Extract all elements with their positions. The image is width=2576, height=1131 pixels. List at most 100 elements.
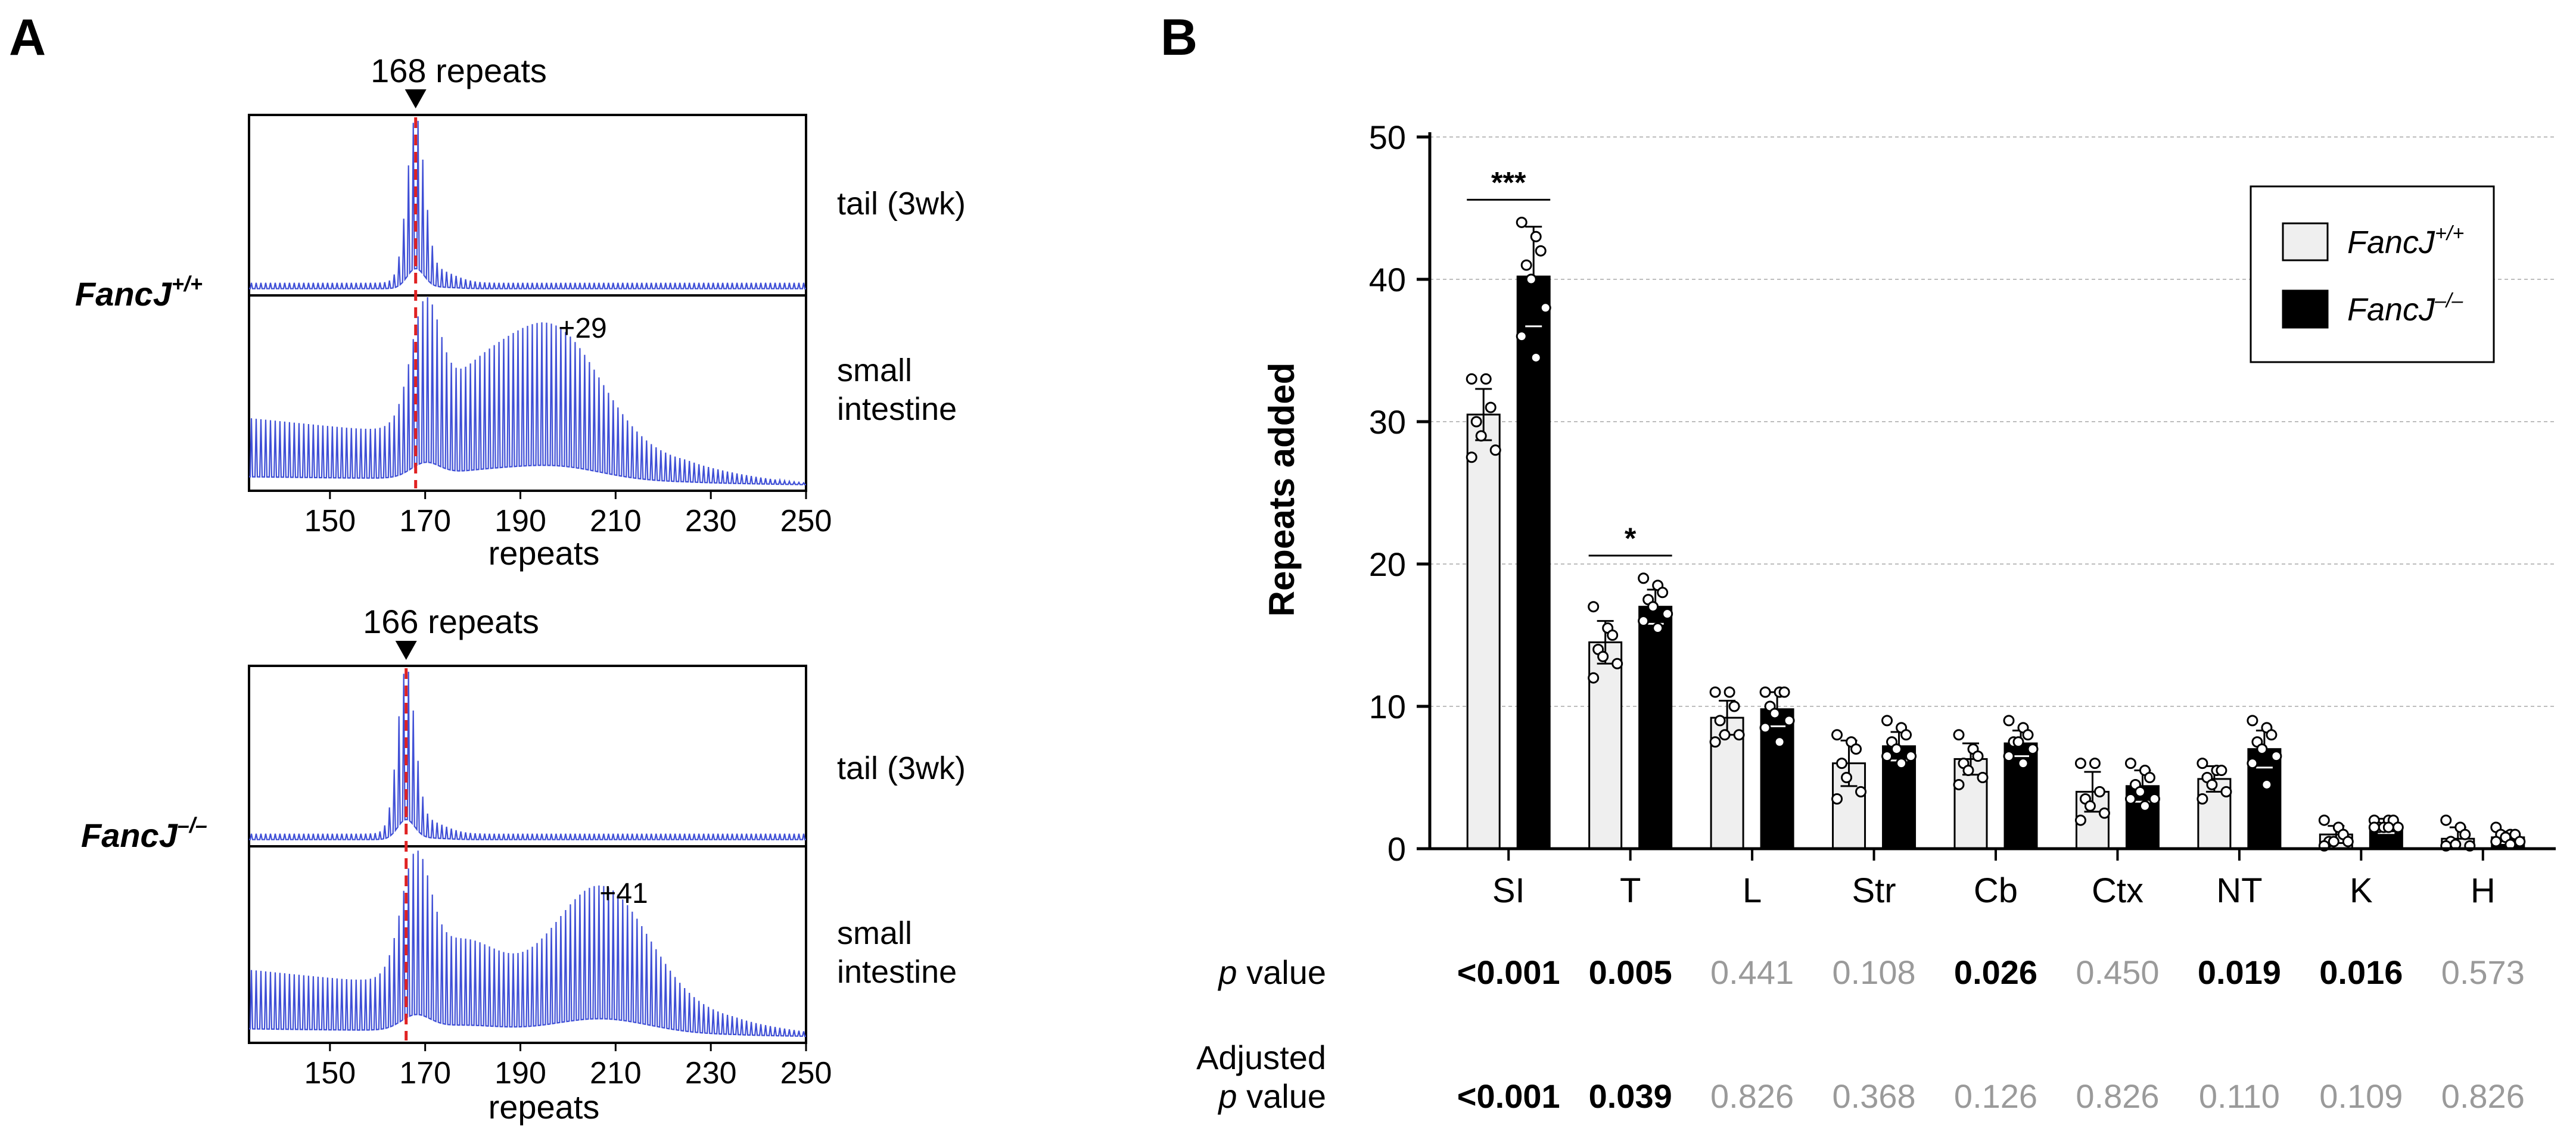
data-point — [2382, 821, 2394, 833]
expansion-label-wt: +29 — [558, 313, 606, 344]
trace-path — [248, 297, 806, 485]
data-point — [2089, 758, 2101, 769]
x-tick-label: H — [2471, 871, 2496, 910]
data-point — [2216, 765, 2227, 777]
panel-a-label: A — [9, 9, 46, 66]
legend-swatch-wt — [2282, 222, 2329, 261]
data-point — [2124, 793, 2136, 805]
tissue-label-ko-si-2: intestine — [837, 954, 957, 990]
genotype-base-ko: FancJ — [81, 817, 179, 854]
pvalue-cell: 0.826 — [1710, 1077, 1794, 1115]
data-point — [2197, 793, 2208, 805]
adjusted-label-p: p — [1217, 1077, 1237, 1115]
data-point — [2459, 828, 2471, 840]
data-point — [2148, 793, 2160, 805]
tissue-label-ko-si-1: small — [837, 915, 912, 951]
trace-ko-tail — [249, 671, 806, 840]
data-point — [2134, 786, 2146, 797]
x-tick-label: 150 — [304, 1056, 356, 1091]
data-point — [1709, 736, 1721, 748]
panel-a-group-wt: 168 repeats tail (3wk) small intestine +… — [75, 52, 966, 572]
data-point — [1953, 778, 1965, 790]
data-point — [1759, 686, 1771, 698]
legend-label-ko: FancJ–/– — [2347, 289, 2463, 328]
pvalue-cell: 0.005 — [1589, 954, 1672, 991]
data-point — [2261, 778, 2273, 790]
x-axis-label-ko: repeats — [489, 1088, 600, 1126]
marker-triangle-wt-icon — [405, 89, 427, 108]
legend-sup-ko: –/– — [2434, 289, 2463, 312]
pvalue-cell: 0.039 — [1589, 1077, 1672, 1115]
trace-path — [249, 120, 806, 289]
data-point — [2514, 836, 2526, 848]
data-point — [1535, 245, 1547, 257]
data-point — [1881, 715, 1893, 727]
data-point — [2017, 758, 2029, 769]
data-point — [1769, 708, 1781, 719]
data-point — [1709, 686, 1721, 698]
data-point — [2098, 807, 2110, 819]
data-point — [1962, 765, 1974, 777]
data-point — [1728, 700, 1740, 712]
data-point — [2220, 786, 2232, 797]
data-point — [1539, 302, 1551, 314]
adjusted-label-line2: p value — [1217, 1077, 1326, 1115]
y-tick-label: 40 — [1369, 261, 1406, 298]
genotype-label-wt: FancJ+/+ — [75, 272, 203, 313]
x-tick-label: NT — [2216, 871, 2262, 910]
data-point — [1597, 650, 1609, 662]
data-point — [1530, 230, 1542, 242]
legend-label-wt: FancJ+/+ — [2347, 222, 2464, 260]
pvalue-cell: 0.110 — [2199, 1077, 2280, 1115]
genotype-base-wt: FancJ — [75, 275, 173, 313]
data-point — [1774, 736, 1785, 748]
pvalue-cell: 0.826 — [2441, 1077, 2525, 1115]
data-point — [1516, 216, 1527, 228]
legend-name-ko: FancJ — [2347, 292, 2435, 328]
data-point — [1855, 786, 1867, 797]
x-tick-label: Ctx — [2092, 871, 2143, 910]
data-point — [2124, 758, 2136, 769]
data-point — [1905, 750, 1917, 762]
data-point — [1475, 430, 1487, 442]
data-point — [1611, 658, 1623, 669]
data-point — [1480, 373, 1492, 385]
trace-path — [249, 850, 806, 1037]
y-tick-label: 20 — [1369, 546, 1406, 583]
data-point — [1953, 729, 1965, 741]
trace-box-wt-tail — [248, 114, 807, 297]
data-point — [1520, 259, 1532, 271]
pvalue-cell: 0.016 — [2319, 954, 2403, 991]
data-point — [2368, 821, 2380, 833]
significance-marks: **** — [1467, 166, 1672, 557]
pvalue-cell: 0.826 — [2076, 1077, 2159, 1115]
trace-box-ko-si — [248, 845, 807, 1044]
data-point — [2093, 786, 2105, 797]
data-point — [1638, 572, 1650, 584]
legend-sup-wt: +/+ — [2435, 222, 2464, 245]
data-point — [1836, 758, 1848, 769]
trace-box-ko-tail — [248, 665, 807, 848]
x-tick-label: 210 — [590, 504, 642, 538]
y-tick-label: 50 — [1369, 119, 1406, 156]
data-point — [2440, 814, 2452, 826]
pvalue-cell: 0.450 — [2076, 954, 2159, 991]
pvalue-cell: <0.001 — [1457, 954, 1560, 991]
x-tick-label: Str — [1852, 871, 1896, 910]
data-point — [1733, 729, 1745, 741]
x-tick-label: K — [2350, 871, 2373, 910]
trace-ko-si — [249, 850, 806, 1037]
genotype-sup-ko: –/– — [178, 813, 207, 837]
data-point — [2003, 750, 2015, 762]
data-point — [1530, 351, 1542, 363]
x-tick-label: T — [1620, 871, 1641, 910]
data-point — [1516, 331, 1527, 342]
adjusted-label-rest: value — [1237, 1077, 1326, 1115]
x-tick-label: 170 — [399, 504, 451, 538]
data-point — [1759, 722, 1771, 734]
data-point — [1714, 715, 1726, 727]
data-point — [2143, 772, 2155, 783]
data-point — [1719, 729, 1731, 741]
data-point — [1831, 793, 1843, 805]
genotype-label-ko: FancJ–/– — [81, 813, 207, 854]
